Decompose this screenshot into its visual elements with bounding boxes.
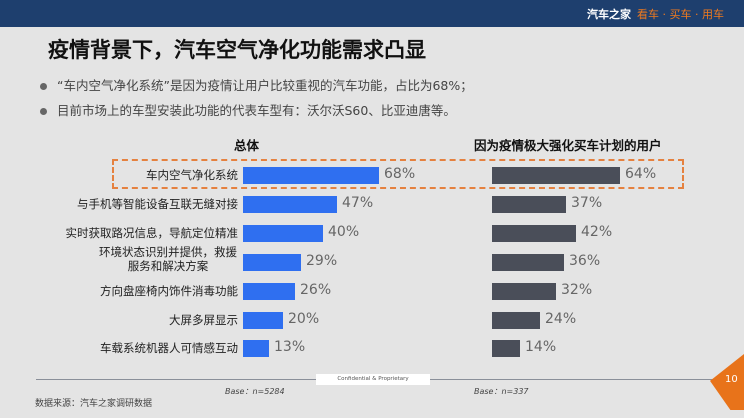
value-label: 42% xyxy=(581,224,613,240)
slide-title: 疫情背景下，汽车空气净化功能需求凸显 xyxy=(48,38,426,62)
page-number: 10 xyxy=(725,374,738,385)
page-number-badge: 10 xyxy=(710,354,744,410)
value-label: 36% xyxy=(569,253,601,269)
chart-row: 实时获取路况信息，导航定位精准 40% 42% xyxy=(0,224,744,244)
value-label: 24% xyxy=(545,311,577,327)
chart-row: 方向盘座椅内饰件消毒功能 26% 32% xyxy=(0,282,744,302)
value-label: 37% xyxy=(571,195,603,211)
brand-name: 汽车之家 xyxy=(587,8,632,21)
category-label: 方向盘座椅内饰件消毒功能 xyxy=(100,284,238,298)
bar-pandemic-users xyxy=(492,167,620,184)
bar-pandemic-users xyxy=(492,196,566,213)
chart-row: 与手机等智能设备互联无缝对接 47% 37% xyxy=(0,195,744,215)
value-label: 64% xyxy=(625,166,657,182)
category-label: 实时获取路况信息，导航定位精准 xyxy=(65,226,239,240)
value-label: 26% xyxy=(300,282,332,298)
chart-row: 车载系统机器人可情感互动 13% 14% xyxy=(0,339,744,359)
bullet-item: 目前市场上的车型安装此功能的代表车型有：沃尔沃S60、比亚迪唐等。 xyxy=(40,100,456,119)
chart-row: 环境状态识别并提供，救援服务和解决方案 29% 36% xyxy=(0,245,744,273)
confidential-label: Confidential & Proprietary xyxy=(316,374,430,385)
bar-overall xyxy=(243,254,301,271)
base-overall: Base：n=5284 xyxy=(225,387,285,396)
value-label: 32% xyxy=(561,282,593,298)
bullet-text: 目前市场上的车型安装此功能的代表车型有：沃尔沃S60、比亚迪唐等。 xyxy=(57,103,456,118)
value-label: 13% xyxy=(274,339,306,355)
bar-overall xyxy=(243,225,323,242)
value-label: 40% xyxy=(328,224,360,240)
value-label: 14% xyxy=(525,339,557,355)
bullet-item: “车内空气净化系统”是因为疫情让用户比较重视的汽车功能，占比为68%； xyxy=(40,75,473,94)
data-source: 数据来源：汽车之家调研数据 xyxy=(35,399,153,409)
value-label: 68% xyxy=(384,166,416,182)
bar-pandemic-users xyxy=(492,254,564,271)
bar-overall xyxy=(243,312,283,329)
highlight-box xyxy=(112,159,684,189)
bullet-dot-icon xyxy=(40,108,47,115)
bullet-text: “车内空气净化系统”是因为疫情让用户比较重视的汽车功能，占比为68%； xyxy=(57,78,473,93)
category-label: 车载系统机器人可情感互动 xyxy=(100,341,238,355)
category-label: 环境状态识别并提供，救援服务和解决方案 xyxy=(99,245,237,273)
chart-row: 车内空气净化系统 68% 64% xyxy=(0,166,744,186)
bar-overall xyxy=(243,340,269,357)
value-label: 29% xyxy=(306,253,338,269)
bar-pandemic-users xyxy=(492,340,520,357)
base-pandemic-users: Base：n=337 xyxy=(474,387,529,396)
category-label: 大屏多屏显示 xyxy=(169,313,238,327)
column-header-pandemic-users: 因为疫情极大强化买车计划的用户 xyxy=(474,138,662,153)
bar-pandemic-users xyxy=(492,225,576,242)
category-label: 与手机等智能设备互联无缝对接 xyxy=(77,197,238,211)
bullet-dot-icon xyxy=(40,83,47,90)
category-label: 车内空气净化系统 xyxy=(146,168,238,182)
brand-logo: 汽车之家 看车 · 买车 · 用车 xyxy=(587,6,724,22)
bar-overall xyxy=(243,196,337,213)
brand-slogan: 看车 · 买车 · 用车 xyxy=(637,8,724,21)
bar-overall xyxy=(243,167,379,184)
chart-row: 大屏多屏显示 20% 24% xyxy=(0,311,744,331)
top-banner: 汽车之家 看车 · 买车 · 用车 xyxy=(0,0,744,27)
value-label: 47% xyxy=(342,195,374,211)
bar-pandemic-users xyxy=(492,312,540,329)
column-header-overall: 总体 xyxy=(234,138,260,153)
bar-overall xyxy=(243,283,295,300)
bar-pandemic-users xyxy=(492,283,556,300)
value-label: 20% xyxy=(288,311,320,327)
